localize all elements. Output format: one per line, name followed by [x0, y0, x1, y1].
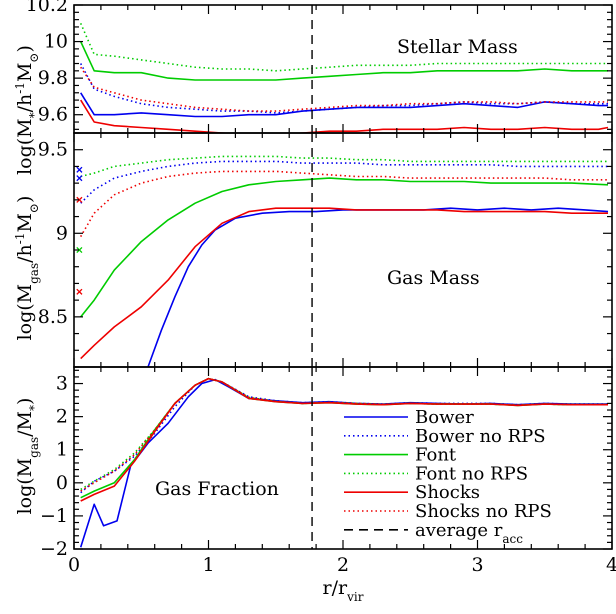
series-line-shocks-no-rps	[80, 66, 608, 112]
series-line-bower-no-rps	[80, 160, 608, 204]
ylabel-stellar: log(M*/h-1M⊙)	[13, 45, 41, 175]
series-group	[79, 22, 609, 133]
panel-title-stellar: Stellar Mass	[397, 36, 518, 58]
legend-label: Shocks	[415, 482, 480, 503]
xlabel: r/rvir	[323, 577, 364, 604]
x-tick-label: 3	[471, 554, 483, 576]
y-tick-label: 2	[56, 406, 68, 428]
x-marker	[76, 166, 83, 173]
legend-label: Shocks no RPS	[415, 501, 552, 522]
y-tick-label: 0	[56, 472, 68, 494]
x-tick-label: 2	[337, 554, 349, 576]
x-marker-stroke	[76, 166, 83, 173]
x-marker-stroke	[76, 288, 83, 295]
y-tick-label: 9	[56, 222, 68, 244]
series-group	[76, 155, 609, 367]
series-line-shocks-no-rps	[80, 377, 608, 492]
x-marker	[76, 288, 83, 295]
y-tick-label: 9.8	[38, 67, 68, 89]
series-line-font	[79, 41, 608, 81]
legend-label: Bower no RPS	[415, 426, 546, 447]
series-line-font-no-rps	[79, 22, 608, 72]
x-tick-label: 0	[68, 554, 80, 576]
panel-title-fraction: Gas Fraction	[155, 478, 279, 500]
x-tick-label: 1	[202, 554, 214, 576]
x-marker-stroke	[76, 175, 83, 182]
x-marker	[76, 246, 83, 254]
legend-label: Font	[415, 445, 457, 466]
panel-frame	[73, 132, 613, 368]
series-group	[79, 377, 608, 548]
series-line-font-no-rps	[80, 155, 608, 178]
x-marker-stroke	[76, 196, 83, 203]
series-line-bower	[147, 207, 609, 367]
y-tick-label: 10.2	[26, 0, 68, 16]
y-tick-label: 8.5	[38, 306, 68, 328]
series-line-shocks	[80, 207, 608, 360]
legend-label: average racc	[415, 520, 523, 546]
x-marker	[76, 196, 83, 203]
series-line-bower	[80, 92, 608, 118]
y-tick-label: −2	[40, 538, 68, 560]
y-tick-label: 9.5	[38, 139, 68, 161]
legend-label: Bower	[415, 407, 474, 428]
ylabel-gas: log(Mgas/h-1M⊙)	[13, 196, 41, 341]
chart-marks: 9.6 9.8 10 10.2 8.5 9 9.5 −2 −1 0 1 2 3 0 1 2 3 4 BowerBow…	[26, 0, 616, 576]
ylabel-fraction: log(Mgas/M*)	[14, 398, 41, 515]
panel-title-gas: Gas Mass	[387, 267, 480, 289]
y-tick-label: 3	[56, 373, 68, 395]
x-tick-label: 4	[606, 554, 616, 576]
y-tick-label: −1	[40, 505, 68, 527]
x-marker	[76, 175, 83, 182]
legend-label: Font no RPS	[415, 463, 528, 484]
series-line-font	[80, 177, 609, 318]
x-marker-stroke	[76, 246, 83, 254]
y-tick-label: 10	[44, 31, 68, 53]
y-tick-label: 1	[56, 439, 68, 461]
y-tick-label: 9.6	[38, 104, 68, 126]
